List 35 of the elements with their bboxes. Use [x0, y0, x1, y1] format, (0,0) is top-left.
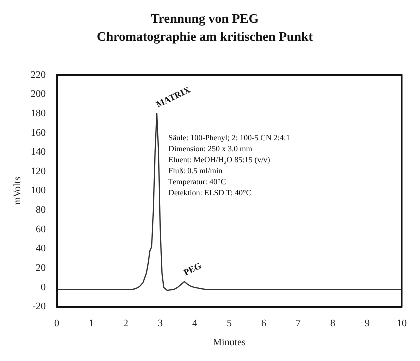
- y-tick-label: 180: [31, 108, 46, 120]
- x-tick-label: 6: [262, 318, 266, 330]
- y-tick-label: 140: [31, 147, 46, 158]
- chart-subtitle: Chromatographie am kritischen Punkt: [96, 28, 314, 44]
- x-tick-label: 10: [397, 318, 407, 330]
- annotation: Eluent: MeOH/H₂O 85:15 (v/v): [168, 155, 271, 164]
- x-axis-title: Minutes: [213, 338, 246, 349]
- x-tick-label: 2: [124, 318, 128, 330]
- y-tick-label: -20: [32, 302, 46, 313]
- annotation: PEG: [182, 260, 204, 278]
- y-tick-label: 20: [36, 262, 46, 274]
- x-tick-label: 3: [158, 318, 163, 330]
- y-tick-label: 0: [41, 282, 46, 294]
- y-tick-label: 80: [36, 205, 46, 216]
- y-tick-label: 200: [31, 89, 46, 100]
- y-tick-label: 60: [36, 224, 46, 236]
- x-tick-label: 5: [227, 318, 232, 330]
- x-tick-label: 9: [365, 318, 370, 330]
- y-tick-label: 100: [31, 186, 46, 197]
- x-tick-label: 0: [54, 318, 60, 330]
- x-tick-label: 7: [296, 318, 301, 330]
- y-axis-title: mVolts: [12, 176, 24, 206]
- annotation: Detektion: ELSD T: 40°C: [168, 188, 252, 198]
- x-tick-label: 4: [192, 318, 198, 330]
- chart-title: Trennung von PEG: [151, 11, 259, 26]
- x-tick-label: 1: [89, 318, 94, 330]
- annotation: Temperatur: 40°C: [168, 177, 226, 186]
- y-tick-label: 40: [36, 244, 46, 255]
- annotation: Säule: 100-Phenyl; 2: 100-5 CN 2:4:1: [168, 133, 290, 142]
- annotation: Dimension: 250 x 3.0 mm: [168, 144, 254, 154]
- x-tick-label: 8: [330, 318, 336, 330]
- y-tick-label: 220: [31, 70, 46, 81]
- y-tick-label: 160: [31, 128, 46, 139]
- annotation: Fluß: 0.5 ml/min: [168, 166, 223, 176]
- y-tick-label: 120: [31, 166, 46, 178]
